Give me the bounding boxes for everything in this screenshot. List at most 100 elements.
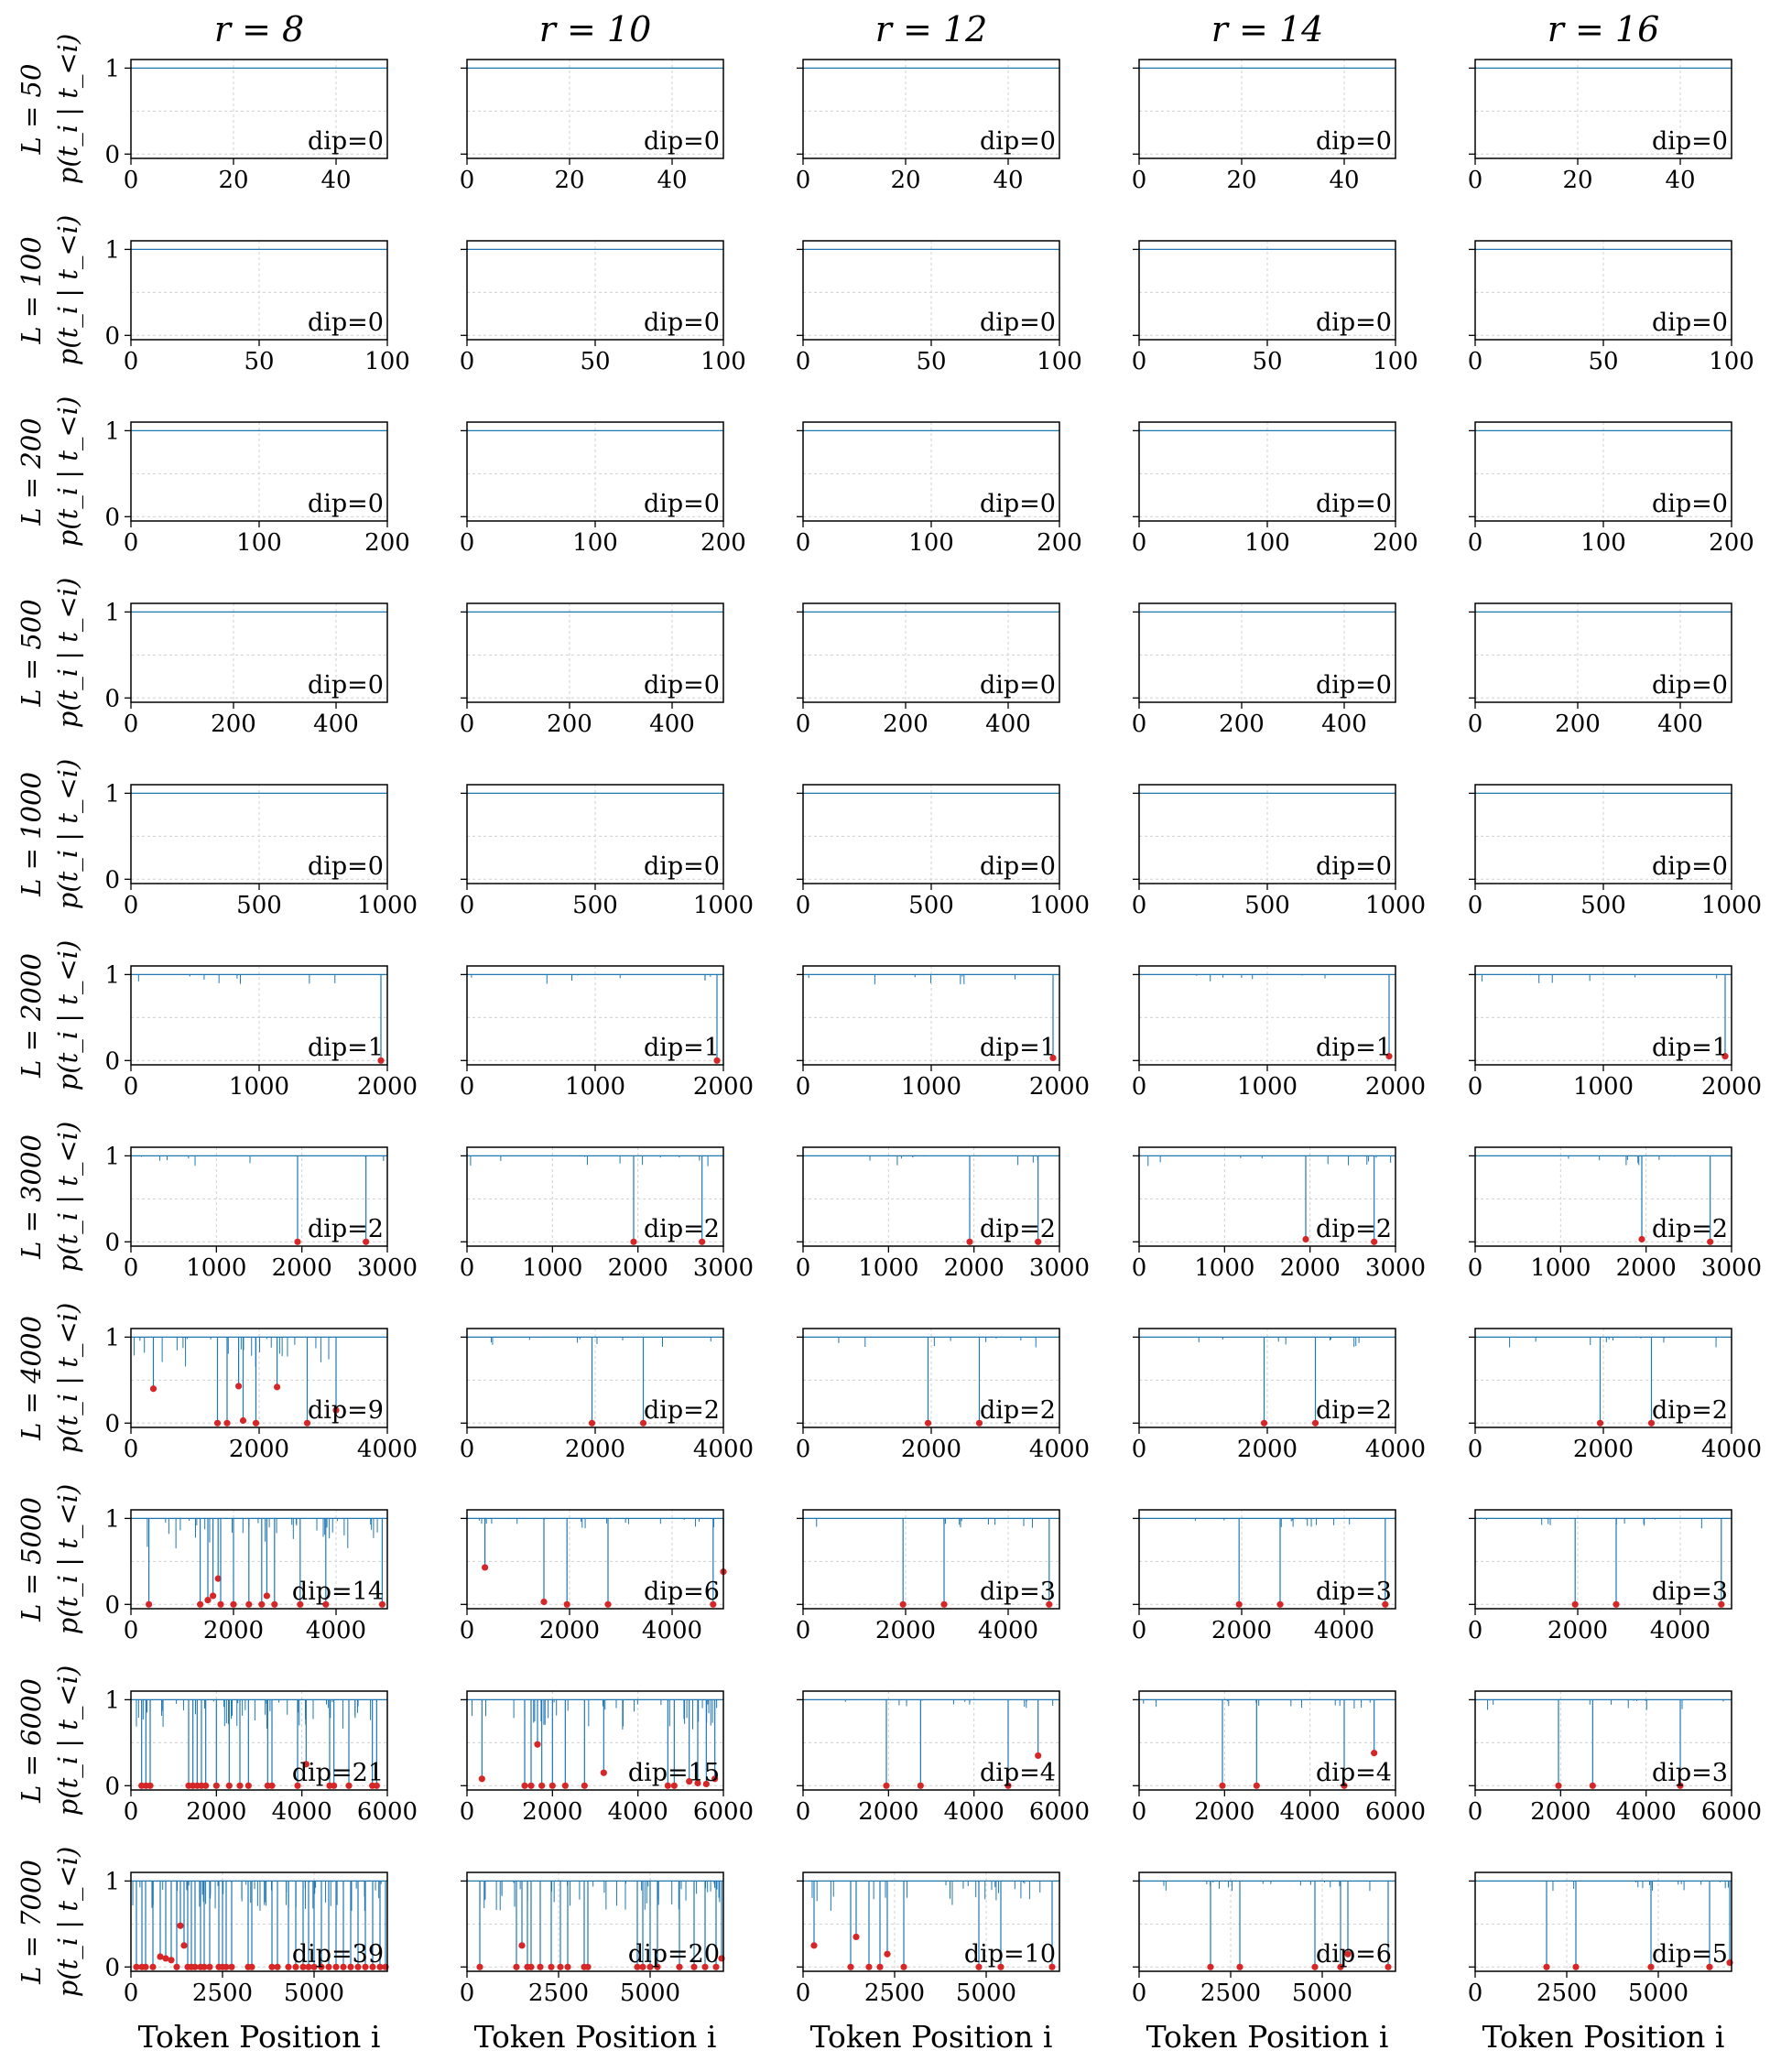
x-tick-label: 2000 xyxy=(539,1617,600,1644)
x-tick-label: 2000 xyxy=(1548,1617,1608,1644)
dip-count-label: dip=0 xyxy=(1652,490,1728,518)
dip-marker xyxy=(318,1963,325,1970)
dip-marker xyxy=(299,1963,307,1970)
x-tick-label: 4000 xyxy=(1280,1798,1341,1826)
dip-marker xyxy=(1572,1963,1580,1970)
dip-marker xyxy=(1260,1419,1268,1427)
x-tick-label: 0 xyxy=(124,1254,139,1282)
x-tick-label: 2500 xyxy=(192,1980,253,2007)
x-tick-label: 2000 xyxy=(1616,1254,1677,1282)
x-tick-label: 0 xyxy=(460,1254,475,1282)
dip-marker xyxy=(369,1963,376,1970)
dip-marker xyxy=(1571,1600,1579,1608)
row-label-L: L = 3000 xyxy=(16,1134,47,1260)
column-title: r = 16 xyxy=(1548,9,1660,49)
dip-marker xyxy=(664,1782,671,1789)
plot-frame xyxy=(130,1509,388,1610)
dip-count-label: dip=0 xyxy=(1316,490,1392,518)
x-tick-label: 0 xyxy=(796,1436,811,1463)
x-tick-label: 6000 xyxy=(1365,1798,1426,1826)
x-tick-label: 0 xyxy=(124,711,139,738)
dip-marker xyxy=(1046,1600,1053,1608)
plot-frame xyxy=(802,1509,1060,1610)
x-tick-label: 20 xyxy=(554,167,584,194)
x-tick-label: 1000 xyxy=(1237,1073,1298,1101)
dip-marker xyxy=(303,1419,311,1427)
dip-marker xyxy=(202,1782,210,1789)
x-tick-label: 1000 xyxy=(1029,892,1090,919)
dip-marker xyxy=(340,1963,347,1970)
x-tick-label: 6000 xyxy=(1029,1798,1090,1826)
dip-marker xyxy=(297,1600,304,1608)
row-label-L: L = 50 xyxy=(16,64,47,156)
dip-marker xyxy=(676,1963,683,1970)
y-axis-label: p(t_i | t_<i) xyxy=(52,578,84,729)
dip-marker xyxy=(1341,1782,1348,1789)
y-axis-label: p(t_i | t_<i) xyxy=(52,1665,84,1817)
plot-frame xyxy=(1474,1509,1732,1610)
x-tick-label: 0 xyxy=(460,167,475,194)
dip-marker xyxy=(345,1782,353,1789)
y-axis-label: p(t_i | t_<i) xyxy=(52,396,84,548)
dip-marker xyxy=(212,1782,220,1789)
dip-marker xyxy=(548,1963,555,1970)
x-tick-label: 0 xyxy=(460,529,475,557)
dip-count-label: dip=0 xyxy=(1652,852,1728,881)
dip-marker xyxy=(191,1963,199,1970)
dip-marker xyxy=(305,1963,312,1970)
dip-count-label: dip=1 xyxy=(1316,1034,1392,1062)
y-tick-label: 0 xyxy=(104,1047,120,1075)
x-tick-label: 100 xyxy=(1709,348,1754,375)
dip-marker xyxy=(639,1419,647,1427)
y-tick-label: 0 xyxy=(104,1773,120,1800)
dip-marker xyxy=(1596,1419,1604,1427)
dip-marker xyxy=(1613,1600,1620,1608)
dip-count-label: dip=21 xyxy=(292,1759,384,1787)
dip-marker xyxy=(852,1933,860,1941)
row-label-L: L = 2000 xyxy=(16,953,47,1079)
x-tick-label: 50 xyxy=(244,348,274,375)
x-tick-label: 200 xyxy=(1555,711,1601,738)
x-tick-label: 500 xyxy=(1244,892,1290,919)
x-tick-label: 0 xyxy=(1132,529,1147,557)
dip-marker xyxy=(310,1963,318,1970)
x-tick-label: 5000 xyxy=(620,1980,680,2007)
plot-frame xyxy=(802,59,1060,159)
x-tick-label: 50 xyxy=(1588,348,1618,375)
dip-marker xyxy=(244,1782,252,1789)
dip-marker xyxy=(694,1779,701,1787)
plot-frame xyxy=(130,1871,388,1972)
x-tick-label: 0 xyxy=(460,711,475,738)
dip-marker xyxy=(1235,1600,1243,1608)
dip-marker xyxy=(1589,1782,1596,1789)
x-tick-label: 0 xyxy=(124,167,139,194)
dip-marker xyxy=(702,1780,710,1788)
dip-count-label: dip=2 xyxy=(1316,1396,1392,1425)
dip-marker xyxy=(363,1238,370,1245)
dip-marker xyxy=(1718,1600,1725,1608)
dip-marker xyxy=(646,1963,654,1970)
x-tick-label: 100 xyxy=(700,348,746,375)
x-tick-label: 200 xyxy=(547,711,592,738)
dip-count-label: dip=0 xyxy=(1652,309,1728,337)
dip-count-label: dip=0 xyxy=(980,127,1056,156)
dip-marker xyxy=(377,1057,385,1064)
dip-marker xyxy=(670,1782,678,1789)
dip-marker xyxy=(701,1963,709,1970)
dip-marker xyxy=(1677,1782,1684,1789)
x-tick-label: 0 xyxy=(124,1436,139,1463)
dip-marker xyxy=(235,1383,243,1390)
dip-marker xyxy=(1385,1053,1393,1060)
dip-marker xyxy=(149,1385,157,1393)
dip-marker xyxy=(883,1782,890,1789)
dip-marker xyxy=(847,1963,854,1970)
y-tick-label: 0 xyxy=(104,685,120,712)
x-tick-label: 1000 xyxy=(357,892,418,919)
plot-frame xyxy=(1474,1146,1732,1247)
x-tick-label: 2500 xyxy=(1537,1980,1597,2007)
x-tick-label: 0 xyxy=(1468,1980,1483,2007)
x-tick-label: 2000 xyxy=(608,1254,668,1282)
x-tick-label: 20 xyxy=(1562,167,1592,194)
x-tick-label: 100 xyxy=(1037,348,1082,375)
x-tick-label: 0 xyxy=(1468,1436,1483,1463)
